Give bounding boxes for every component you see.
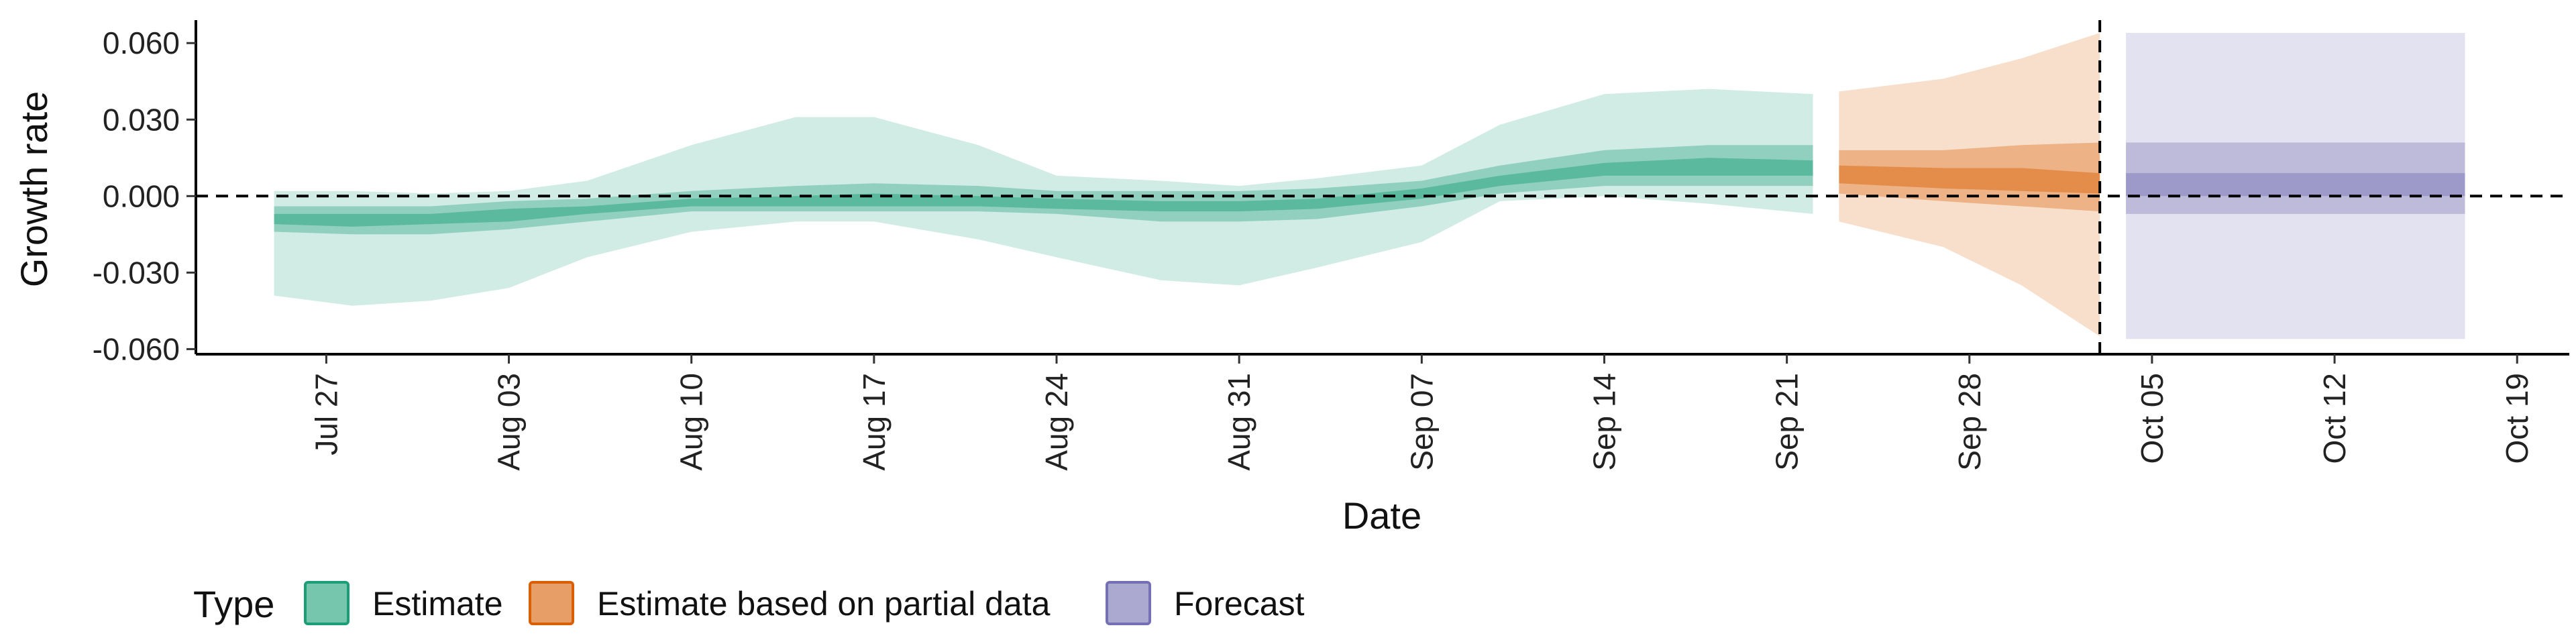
legend-item-estimate-based-on-partial-data: Estimate based on partial data [529,581,1051,625]
y-tick-label: 0.000 [103,178,180,213]
y-tick-label: 0.030 [103,102,180,137]
legend-label: Estimate based on partial data [597,585,1051,623]
y-tick-label: -0.060 [93,331,180,366]
band-ci20 [2126,173,2465,197]
legend-key [304,581,350,625]
reference-lines [196,20,2569,354]
band-ci90 [1839,33,2100,337]
axes: 0.060 0.030 0.000 -0.030 -0.060 Jul 27 Aug 03 A… [93,20,2569,471]
x-tick-label: Oct 19 [2500,373,2534,464]
series-estimate-based-on-partial-data [1839,33,2100,337]
x-axis-title: Date [1342,494,1421,537]
x-tick-label: Sep 14 [1587,373,1621,471]
band-ci90 [2126,33,2465,339]
series-forecast [2126,33,2465,339]
x-tick-label: Oct 12 [2317,373,2352,464]
legend-key [1106,581,1151,625]
x-tick-label: Aug 03 [492,373,527,471]
x-tick-label: Aug 17 [857,373,892,471]
legend: Type Estimate Estimate based on partial d… [193,581,1305,625]
band-ci20 [274,158,1813,227]
band-ci20 [1839,165,2100,194]
legend-key [529,581,574,625]
x-tick-label: Oct 05 [2135,373,2169,464]
y-tick-label: 0.060 [103,25,180,60]
legend-item-forecast: Forecast [1106,581,1305,625]
x-tick-label: Aug 10 [674,373,709,471]
legend-title: Type [193,583,274,625]
x-tick-label: Sep 28 [1952,373,1987,471]
legend-item-estimate: Estimate [304,581,503,625]
x-tick-label: Aug 24 [1039,373,1074,471]
y-axis-title: Growth rate [13,91,55,288]
legend-label: Forecast [1174,585,1305,623]
band-ci50 [274,145,1813,235]
y-tick-label: -0.030 [93,255,180,290]
x-tick-label: Jul 27 [309,373,343,455]
band-ci50 [1839,142,2100,212]
x-tick-label: Sep 21 [1770,373,1805,471]
interval-bands [274,33,2465,339]
x-tick-label: Aug 31 [1222,373,1256,471]
legend-label: Estimate [372,585,503,623]
x-tick-label: Sep 07 [1404,373,1439,471]
